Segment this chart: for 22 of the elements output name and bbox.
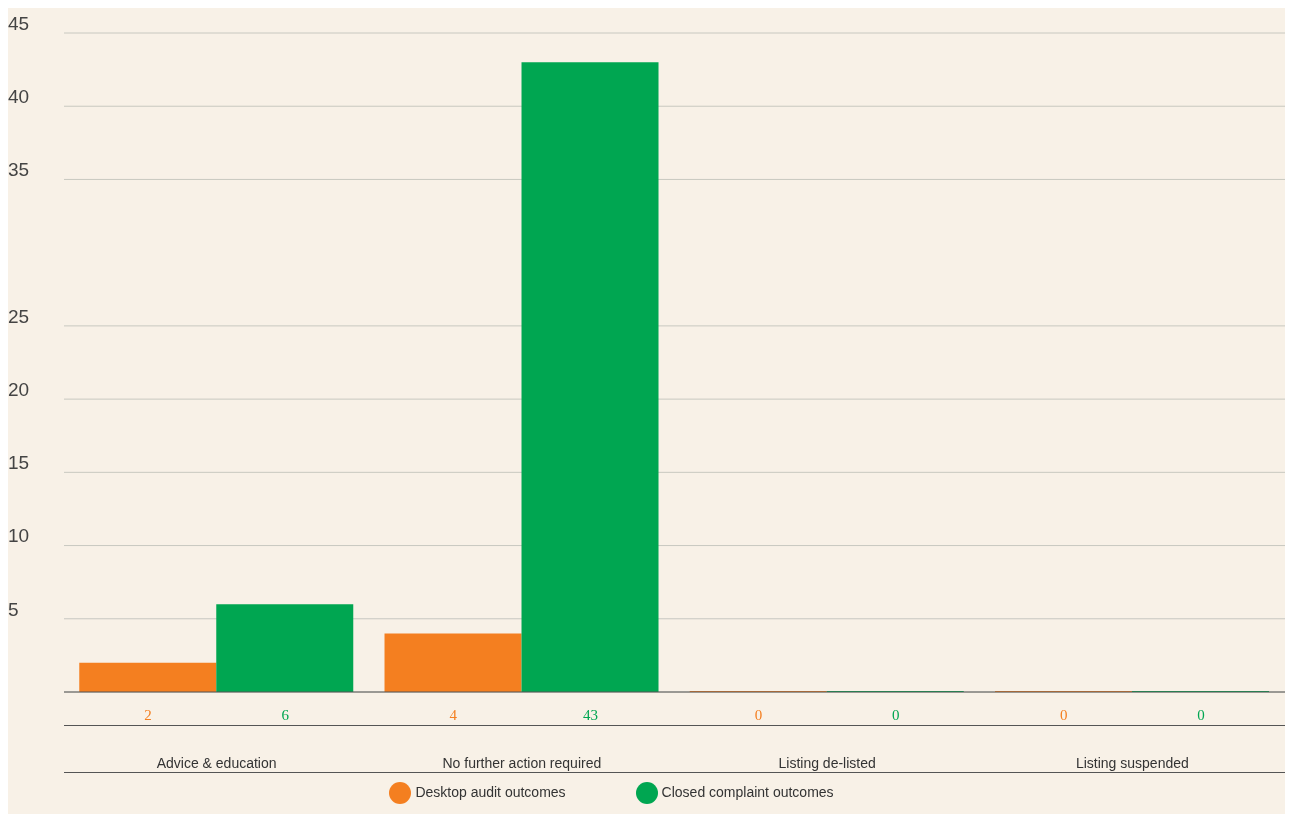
y-tick-label: 35 xyxy=(8,159,30,181)
y-tick-label: 45 xyxy=(8,12,30,34)
data-label: 0 xyxy=(892,707,900,723)
x-tick-label: No further action required xyxy=(442,755,602,771)
x-tick-label: Listing de-listed xyxy=(778,755,876,771)
x-tick-label: Advice & education xyxy=(156,755,277,771)
data-label: 43 xyxy=(583,707,599,723)
data-label: 4 xyxy=(449,707,458,723)
data-label: 0 xyxy=(1059,707,1068,723)
y-tick-label: 15 xyxy=(8,452,30,474)
y-tick-label: 5 xyxy=(8,598,19,620)
data-label: 0 xyxy=(1197,707,1205,723)
y-tick-label: 40 xyxy=(8,85,30,107)
legend-label: Closed complaint outcomes xyxy=(661,784,834,801)
data-label: 6 xyxy=(281,707,290,723)
data-label: 0 xyxy=(754,707,763,723)
y-tick-label: 20 xyxy=(8,378,30,400)
legend-label: Desktop audit outcomes xyxy=(415,784,566,801)
y-tick-label: 25 xyxy=(8,305,30,327)
y-tick-label: 10 xyxy=(8,525,30,547)
data-label: 2 xyxy=(144,707,152,723)
x-tick-label: Listing suspended xyxy=(1075,755,1189,771)
